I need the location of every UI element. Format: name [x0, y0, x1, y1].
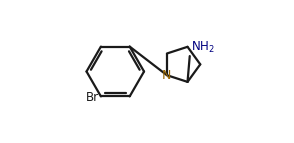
- Text: Br: Br: [86, 91, 99, 104]
- Text: NH$_2$: NH$_2$: [191, 39, 215, 55]
- Text: N: N: [162, 69, 172, 82]
